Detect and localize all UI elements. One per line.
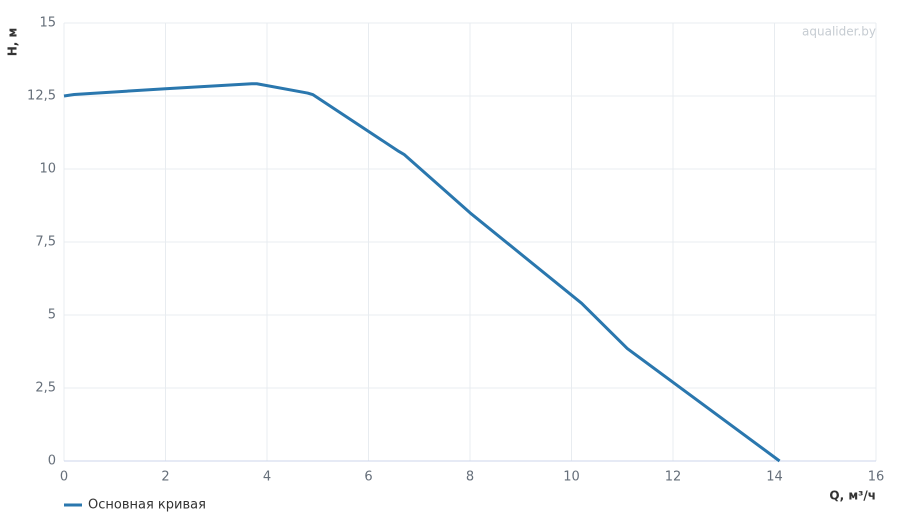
x-tick-label: 12 <box>665 470 682 485</box>
y-tick-label: 15 <box>39 16 56 31</box>
y-tick-label: 5 <box>48 308 56 323</box>
y-tick-label: 7,5 <box>35 235 56 250</box>
x-axis-label: Q, м³/ч <box>829 489 876 503</box>
watermark: aqualider.by <box>802 25 876 39</box>
x-tick-label: 14 <box>766 470 783 485</box>
x-tick-label: 6 <box>364 470 372 485</box>
y-axis-label: H, м <box>6 28 20 57</box>
x-tick-label: 16 <box>868 470 885 485</box>
x-tick-label: 10 <box>563 470 580 485</box>
x-tick-label: 0 <box>60 470 68 485</box>
line-series <box>63 82 781 463</box>
legend-label: Основная кривая <box>88 498 206 513</box>
y-tick-label: 2,5 <box>35 381 56 396</box>
y-tick-label: 10 <box>39 162 56 177</box>
y-tick-label: 0 <box>48 454 56 469</box>
y-tick-label: 12,5 <box>27 89 56 104</box>
x-tick-label: 4 <box>263 470 271 485</box>
x-tick-label: 2 <box>161 470 169 485</box>
x-tick-label: 8 <box>466 470 474 485</box>
